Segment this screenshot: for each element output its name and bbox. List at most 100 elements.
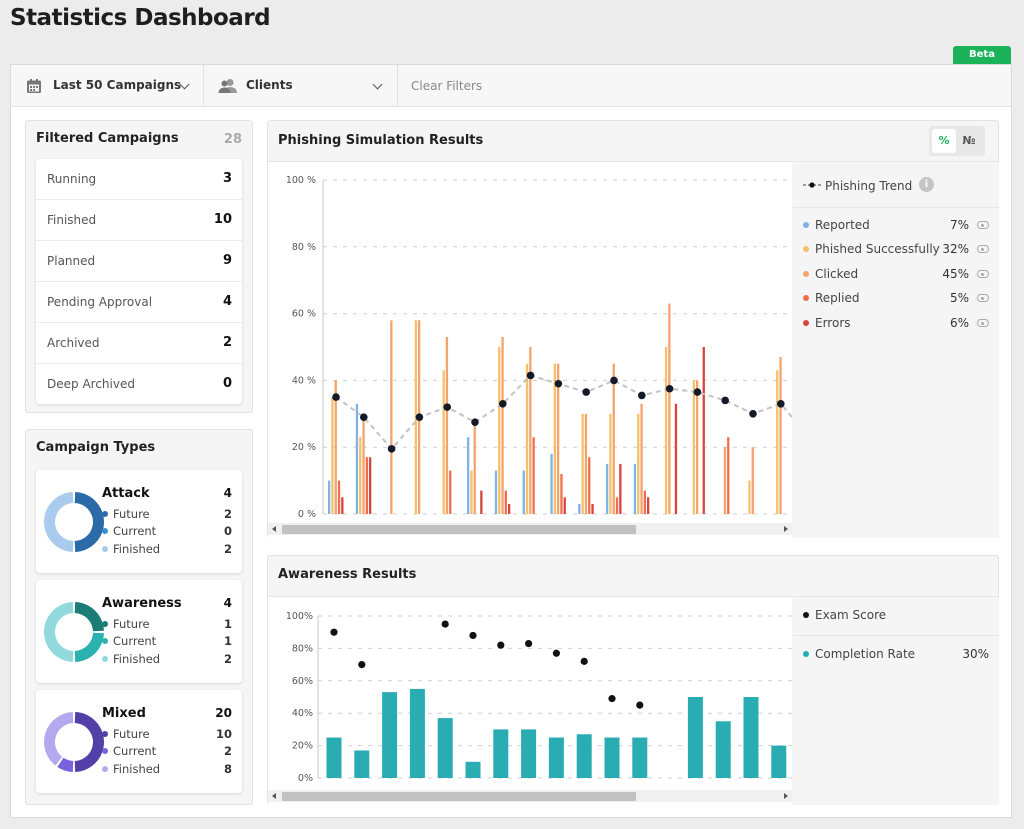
bar-errors (369, 457, 372, 514)
legend-exam-score[interactable]: Exam Score (803, 607, 989, 625)
bar-replied (449, 470, 452, 514)
exam-score-point (441, 620, 449, 628)
scroll-right-arrow-icon[interactable] (784, 526, 788, 532)
bar-completion-rate (465, 761, 481, 778)
filter-bar: Last 50 Campaigns Clients Clear Filters (11, 65, 1011, 107)
status-label: Planned (47, 254, 96, 268)
status-label: Deep Archived (47, 377, 135, 391)
sub-value: 8 (223, 762, 232, 776)
eye-icon[interactable] (977, 270, 989, 278)
donut-slice-current (57, 757, 74, 772)
bar-completion-rate (382, 692, 398, 778)
clear-filters-button[interactable]: Clear Filters (411, 79, 483, 93)
scroll-right-arrow-icon[interactable] (784, 793, 788, 799)
sub-label: Future (113, 507, 150, 521)
legend-label: Phished Successfully (815, 242, 940, 256)
status-row-deep-archived[interactable]: Deep Archived 0 (36, 364, 242, 405)
y-tick-label: 0% (298, 773, 313, 784)
legend-clicked[interactable]: Clicked 45% (803, 266, 989, 284)
bar-clicked (390, 320, 393, 514)
campaign-types-panel: Campaign Types Attack 4 Future 2 Current 0… (25, 429, 253, 805)
status-value: 2 (222, 335, 232, 350)
bar-phished-successfully (470, 470, 473, 514)
eye-icon[interactable] (977, 294, 989, 302)
awareness-chart-scrollbar[interactable] (268, 790, 792, 802)
campaigns-filter-dropdown[interactable]: Last 50 Campaigns (11, 65, 204, 107)
attack-donut-chart (44, 492, 104, 552)
bar-phished-successfully (525, 363, 529, 514)
bar-reported (467, 437, 470, 514)
status-row-archived[interactable]: Archived 2 (36, 323, 242, 364)
exam-score-point (497, 641, 505, 649)
campaign-type-card-mixed[interactable]: Mixed 20 Future 10 Current 2 Finished 8 (36, 690, 242, 793)
clients-icon (218, 79, 237, 93)
bar-errors (674, 403, 678, 514)
legend-phishing-trend[interactable]: Phishing Trend i (803, 176, 989, 196)
legend-completion-rate[interactable]: Completion Rate 30% (803, 646, 989, 664)
bar-phished-successfully (664, 347, 668, 514)
bar-phished-successfully (776, 370, 779, 514)
legend-phished-successfully[interactable]: Phished Successfully 32% (803, 241, 989, 259)
campaign-type-card-attack[interactable]: Attack 4 Future 2 Current 0 Finished 2 (36, 470, 242, 573)
exam-score-point (608, 695, 616, 703)
bar-completion-rate (715, 721, 731, 778)
awareness-donut-chart (44, 602, 104, 662)
sub-row-finished: Finished 2 (102, 541, 232, 557)
trend-point (582, 388, 590, 396)
type-name: Mixed (102, 706, 146, 721)
status-label: Pending Approval (47, 295, 153, 309)
trend-point (749, 410, 757, 418)
bar-clicked (445, 336, 449, 514)
bar-errors (647, 497, 650, 514)
bar-phished-successfully (359, 437, 362, 514)
bar-clicked (529, 347, 532, 514)
bar-completion-rate (687, 697, 703, 778)
campaign-type-card-awareness[interactable]: Awareness 4 Future 1 Current 1 Finished 2 (36, 580, 242, 683)
bar-clicked (640, 403, 643, 514)
scroll-thumb[interactable] (282, 525, 636, 534)
trend-line-icon (803, 182, 821, 188)
legend-reported[interactable]: Reported 7% (803, 217, 989, 235)
phishing-chart-scrollbar[interactable] (268, 523, 792, 535)
calendar-icon (27, 79, 41, 93)
number-toggle-button[interactable]: № (962, 134, 976, 147)
status-row-planned[interactable]: Planned 9 (36, 241, 242, 282)
status-row-finished[interactable]: Finished 10 (36, 200, 242, 241)
campaigns-filter-label: Last 50 Campaigns (53, 78, 182, 92)
chevron-down-icon (372, 79, 383, 90)
status-row-pending-approval[interactable]: Pending Approval 4 (36, 282, 242, 323)
eye-icon[interactable] (977, 221, 989, 229)
awareness-bar-chart: 0% 20% 40% 60% 80% 100% (286, 611, 792, 784)
info-icon[interactable]: i (919, 177, 934, 192)
sub-label: Current (113, 524, 157, 538)
legend-replied[interactable]: Replied 5% (803, 290, 989, 308)
bar-errors (563, 497, 566, 514)
filtered-campaigns-total: 28 (223, 132, 242, 147)
percent-toggle-button[interactable]: % (932, 129, 956, 153)
donut-slice-finished (44, 602, 74, 662)
bar-errors (508, 503, 511, 514)
status-label: Finished (47, 213, 97, 227)
scroll-left-arrow-icon[interactable] (272, 793, 276, 799)
bar-phished-successfully (581, 413, 584, 514)
bar-replied (588, 457, 591, 514)
sub-row-finished: Finished 2 (102, 651, 232, 667)
scroll-left-arrow-icon[interactable] (272, 526, 276, 532)
current-dot (102, 638, 108, 644)
status-value: 3 (222, 171, 232, 186)
trend-point (693, 388, 702, 396)
y-tick-label: 60% (292, 676, 313, 687)
eye-icon[interactable] (977, 245, 989, 253)
scroll-thumb[interactable] (282, 792, 636, 801)
status-row-running[interactable]: Running 3 (36, 159, 242, 200)
clients-filter-dropdown[interactable]: Clients (204, 65, 398, 107)
bar-completion-rate (743, 697, 759, 778)
bar-reported (355, 403, 359, 514)
bar-replied (727, 437, 730, 514)
legend-errors[interactable]: Errors 6% (803, 315, 989, 333)
phishing-chart-area: 0 % 20 % 40 % 60 % 80 % 100 % (268, 161, 792, 538)
sub-label: Current (113, 744, 157, 758)
legend-value: 7% (949, 218, 969, 232)
eye-icon[interactable] (977, 319, 989, 327)
trend-point (332, 393, 340, 401)
